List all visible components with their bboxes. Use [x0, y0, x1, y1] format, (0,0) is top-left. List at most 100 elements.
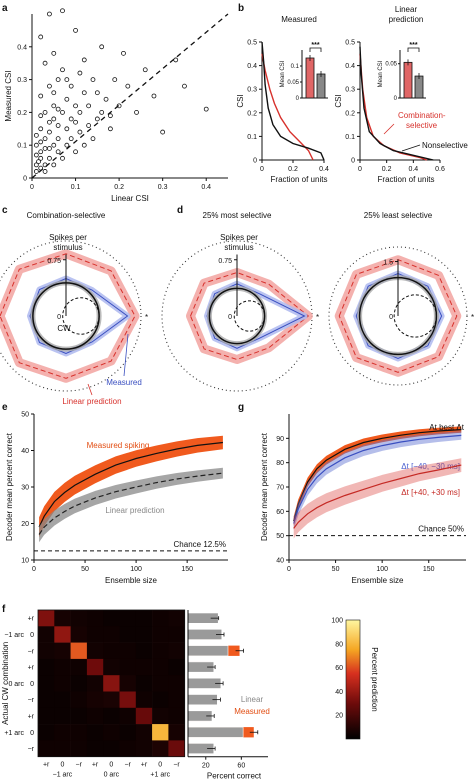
- scatter-point: [38, 155, 44, 161]
- y-axis-label: Decoder mean percent correct: [260, 432, 269, 541]
- column-group-label: −1 arc: [53, 772, 73, 779]
- column-group-label: 0 arc: [104, 772, 120, 779]
- scatter-point: [42, 169, 48, 174]
- heatmap-cell: [54, 724, 71, 741]
- scatter-point: [42, 60, 48, 66]
- scatter-point: [64, 142, 70, 148]
- heatmap-cell: [103, 707, 120, 725]
- scatter-point: [55, 77, 61, 82]
- heatmap-cell: [86, 724, 104, 741]
- scatter-point: [51, 103, 57, 109]
- scatter-point: [64, 126, 70, 132]
- inset-bar: [414, 75, 424, 99]
- heatmap-cell: [103, 658, 120, 676]
- x-axis-label: Linear CSI: [111, 194, 149, 203]
- legend-measured: Measured: [106, 378, 142, 387]
- legend-pointer-red: [383, 123, 395, 135]
- heatmap-cell: [70, 610, 88, 627]
- x-tick-label: 0.6: [435, 166, 445, 173]
- inset-y-tick-label: 0: [394, 96, 398, 102]
- inner-dashed-ring: [393, 294, 437, 338]
- row-label: +r: [28, 616, 35, 623]
- scatter-point: [38, 34, 44, 40]
- scatter-point: [33, 142, 39, 148]
- heatmap-cell: [168, 626, 185, 643]
- scatter-point: [81, 90, 87, 96]
- scatter-point: [47, 155, 52, 161]
- chart-title-line1: Linear: [395, 5, 418, 14]
- scatter-point: [77, 70, 83, 76]
- scatter-point: [160, 129, 166, 135]
- y-tick-label: 0.2: [17, 110, 27, 117]
- row-group-label: 0 arc: [8, 681, 24, 688]
- x-tick-label: 0.4: [201, 184, 211, 191]
- x-tick-label: 0: [30, 184, 34, 191]
- y-tick-label: 0.5: [247, 40, 257, 47]
- significance-star: *: [145, 313, 148, 322]
- heatmap-cell: [119, 724, 137, 741]
- scatter-point: [86, 103, 92, 109]
- scatter-point: [33, 132, 39, 138]
- colorbar-tick-label: 60: [335, 665, 343, 672]
- scatter-point: [112, 77, 118, 82]
- linear-prediction-line: [189, 271, 310, 361]
- scatter-point: [99, 110, 105, 115]
- scatter-point: [68, 116, 74, 122]
- scatter-point: [77, 129, 83, 135]
- panel-d-most-selective: 0.75 0 * 25% most selective Spikes perstimul…: [161, 211, 319, 392]
- scatter-point: [90, 136, 96, 142]
- scatter-point: [108, 126, 113, 132]
- y-tick-label: 0: [23, 176, 27, 183]
- y-tick-label: 0.3: [345, 87, 355, 94]
- heatmap-cell: [54, 675, 71, 692]
- column-label: +r: [43, 762, 50, 769]
- radial-label-line1: Spikes per: [220, 233, 258, 242]
- heatmap-cell: [135, 626, 153, 643]
- scatter-point: [60, 110, 65, 115]
- chart-title: Measured: [281, 15, 317, 24]
- column-label: −r: [76, 762, 83, 769]
- inset-y-label: Mean CSI: [378, 60, 384, 87]
- scatter-point: [47, 119, 52, 125]
- column-group-label: +1 arc: [150, 772, 170, 779]
- x-tick-label: 50: [81, 566, 89, 573]
- x-tick-label: 0: [32, 566, 36, 573]
- heatmap-cell: [86, 658, 104, 676]
- significance-stars: ***: [311, 42, 319, 49]
- colorbar-tick-label: 100: [331, 618, 343, 625]
- chance-label: Chance 12.5%: [174, 540, 226, 549]
- chart-title: 25% least selective: [364, 211, 433, 220]
- legend-pointer-measured: [123, 333, 129, 377]
- series-line: [261, 53, 314, 161]
- heatmap-cell: [38, 658, 55, 676]
- column-label: 0: [109, 762, 113, 769]
- scatter-point: [55, 149, 61, 155]
- scatter-point: [73, 103, 78, 109]
- heatmap-cell: [119, 610, 137, 627]
- radial-tick-label: 0: [57, 314, 61, 321]
- heatmap-cell: [38, 642, 55, 660]
- scatter-point: [90, 77, 96, 82]
- heatmap-cell: [70, 707, 88, 725]
- series-label: Linear prediction: [105, 506, 164, 515]
- scatter-point: [151, 93, 157, 99]
- scatter-point: [73, 119, 78, 125]
- heatmap-cell: [119, 642, 137, 660]
- radial-label-line1: Spikes per: [49, 233, 87, 242]
- scatter-point: [55, 106, 61, 112]
- scatter-point: [203, 106, 209, 112]
- x-tick-label: 0: [358, 166, 362, 173]
- legend-pointer-black: [401, 144, 421, 152]
- y-tick-label: 50: [21, 412, 29, 419]
- scatter-point: [81, 142, 87, 148]
- heatmap-cell: [54, 691, 71, 709]
- x-axis-label: Fraction of units: [378, 175, 435, 184]
- scatter-point: [55, 123, 61, 128]
- scatter-point: [47, 11, 52, 17]
- heatmap-cell: [38, 707, 55, 725]
- inset-y-tick-label: 0.1: [291, 64, 300, 70]
- inset-y-tick-label: 0.05: [385, 62, 397, 68]
- scatter-point: [47, 146, 52, 151]
